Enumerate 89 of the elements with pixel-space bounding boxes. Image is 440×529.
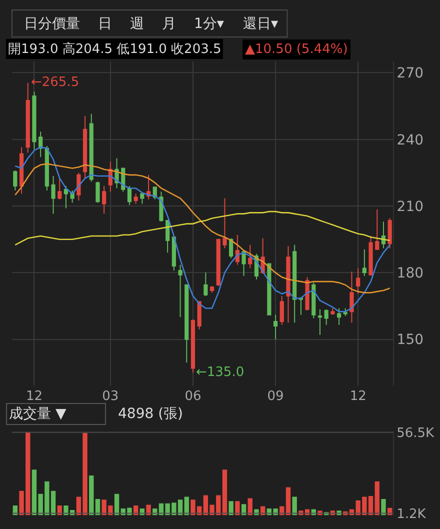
candlestick	[216, 238, 220, 287]
candlestick	[172, 236, 176, 271]
bar	[235, 501, 240, 516]
candlestick	[64, 186, 68, 209]
candlestick	[305, 276, 310, 311]
bar	[114, 494, 120, 516]
x-tick-label: 12	[26, 389, 43, 404]
candlestick	[76, 172, 81, 201]
chart-subtitle: ▲10.50 (5.44%)	[245, 42, 348, 57]
bar	[184, 496, 189, 516]
candlestick	[330, 308, 335, 316]
line-series	[14, 146, 390, 312]
candlestick	[318, 308, 322, 336]
y-tick-label: 180	[396, 266, 424, 282]
candlestick	[210, 286, 214, 294]
bar	[292, 496, 297, 516]
candlestick	[190, 318, 196, 374]
annotation: ←265.5	[31, 75, 80, 90]
chart-title: 開193.0 高204.5 低191.0 收203.5	[8, 41, 222, 57]
candlestick	[184, 284, 189, 364]
annotation: ←135.0	[196, 365, 244, 380]
candlestick	[197, 301, 202, 330]
candlestick	[127, 186, 132, 206]
candlestick	[336, 308, 342, 326]
text: 日	[98, 16, 112, 32]
candlestick	[13, 170, 18, 191]
candlestick	[388, 218, 392, 249]
bar	[374, 481, 380, 516]
candlestick	[343, 308, 348, 317]
candlestick	[82, 116, 88, 179]
y-tick-label: 270	[396, 66, 424, 82]
candlestick	[102, 186, 106, 214]
x-tick-label: 06	[184, 389, 202, 404]
x-tick-label: 12	[350, 389, 366, 404]
candlestick	[324, 308, 328, 326]
candlestick	[38, 131, 43, 158]
y-tick-label: 1.2K	[396, 506, 426, 522]
bar	[286, 487, 291, 516]
candlestick	[19, 146, 24, 194]
bar	[146, 504, 151, 516]
chart-subtitle: 4898 (張)	[118, 406, 184, 422]
candlestick	[89, 113, 94, 182]
candlestick	[248, 244, 252, 269]
text: 還日▾	[243, 16, 278, 32]
candlestick	[350, 271, 354, 324]
candlestick	[312, 282, 316, 319]
candlestick	[26, 82, 30, 154]
y-tick-label: 240	[396, 132, 424, 148]
bar	[381, 498, 386, 516]
candlestick	[280, 296, 284, 326]
candlestick	[222, 198, 227, 249]
text: 週	[130, 16, 144, 32]
candlestick	[32, 91, 36, 150]
bar	[254, 509, 259, 516]
x-tick-label: 09	[267, 389, 284, 404]
line-series	[14, 210, 390, 246]
candlestick	[298, 298, 303, 316]
candlestick	[140, 193, 144, 204]
candlestick	[178, 264, 182, 318]
candlestick	[273, 314, 278, 340]
candlestick	[356, 268, 360, 294]
candlestick	[159, 191, 164, 222]
y-tick-label: 210	[396, 198, 424, 215]
candlestick	[242, 250, 246, 277]
candlestick	[44, 146, 49, 191]
bar	[248, 498, 252, 516]
text: 1分▾	[194, 16, 224, 32]
chart-title: 成交量 ▼	[9, 406, 66, 422]
candlestick	[96, 181, 100, 204]
candlestick	[166, 220, 170, 254]
candlestick	[381, 221, 386, 249]
candlestick	[286, 246, 290, 324]
bar	[222, 470, 228, 516]
candlestick	[51, 176, 56, 214]
x-tick-label: 03	[102, 389, 119, 404]
candlestick	[134, 193, 138, 204]
text: 日分價量	[24, 16, 80, 32]
bar	[228, 501, 234, 516]
candlestick	[292, 244, 297, 324]
text: 月	[162, 16, 176, 32]
candlestick	[368, 236, 373, 276]
line-series	[14, 163, 390, 294]
candlestick	[375, 208, 380, 250]
bar	[89, 476, 94, 516]
candlestick	[58, 178, 62, 200]
candlestick	[204, 272, 208, 297]
y-tick-label: 150	[396, 332, 424, 348]
y-tick-label: 56.5K	[396, 426, 435, 441]
candlestick	[362, 248, 366, 277]
